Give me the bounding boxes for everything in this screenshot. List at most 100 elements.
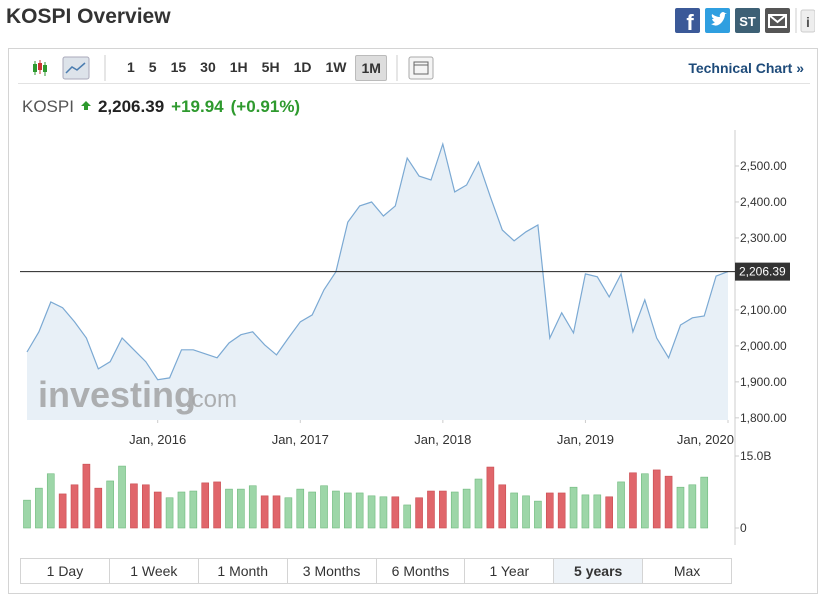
facebook-letter: f (686, 10, 694, 35)
volume-bar (308, 491, 316, 529)
candles-icon[interactable] (33, 60, 47, 76)
quote-name: KOSPI (22, 97, 74, 116)
volume-bar (510, 492, 518, 529)
layout-icon-inner (413, 61, 429, 75)
volume-bar (617, 481, 625, 529)
volume-bar (629, 472, 637, 529)
layout-icon-wrap (396, 55, 434, 81)
x-tick-label: Jan, 2020 (677, 432, 734, 447)
volume-bar (248, 485, 257, 529)
interval-button[interactable]: 15 (170, 59, 187, 75)
volume-bar (664, 475, 673, 529)
volume-bar (391, 496, 400, 529)
interval-button[interactable]: 1H (229, 59, 248, 75)
toolbar: 1 5 15 30 1H 5H 1D 1W 1M Technical Chart » (18, 53, 810, 84)
volume-bar (403, 504, 412, 529)
interval-button[interactable]: 1M (355, 55, 387, 81)
volume-bar (165, 497, 174, 529)
last-price-label: 2,206.39 (739, 265, 786, 279)
quote-change-pct: (+0.91%) (230, 97, 301, 116)
interval-button[interactable]: 1D (293, 59, 312, 75)
volume-bar (605, 496, 613, 529)
range-button[interactable]: 1 Year (465, 559, 555, 583)
y-tick-label: 2,500.00 (740, 159, 787, 173)
volume-bar (343, 492, 352, 529)
range-button[interactable]: 1 Month (199, 559, 288, 583)
quote-price: 2,206.39 (97, 97, 165, 116)
volume-bar (450, 491, 459, 529)
volume-bar (427, 490, 435, 529)
volume-bar (355, 492, 364, 529)
volume-tick-label: 15.0B (740, 449, 771, 463)
y-tick-label: 2,400.00 (740, 195, 787, 209)
volume-bar (700, 476, 709, 529)
price-line (26, 141, 729, 381)
interval-button[interactable]: 5H (261, 59, 280, 75)
volume-bar (106, 480, 114, 529)
volume-bar (189, 490, 198, 529)
volume-bar (94, 487, 103, 529)
page-title: KOSPI Overview (6, 5, 171, 28)
y-tick-label: 2,000.00 (740, 339, 787, 353)
volume-bar (474, 478, 483, 529)
volume-bar (557, 492, 566, 529)
stocktwits-letters: ST (739, 14, 756, 29)
volume-bar (534, 500, 542, 529)
range-button[interactable]: 1 Week (110, 559, 199, 583)
volume-bar (296, 488, 305, 529)
y-tick-label: 2,100.00 (740, 303, 787, 317)
x-tick-label: Jan, 2017 (272, 432, 329, 447)
volume-bar (225, 488, 233, 529)
volume-bar (486, 466, 495, 529)
volume-tick-label: 0 (740, 521, 747, 535)
interval-button[interactable]: 1W (325, 59, 347, 75)
volume-bar (498, 484, 507, 529)
info-icon[interactable] (800, 9, 815, 33)
volume-bar (46, 473, 55, 529)
facebook-icon[interactable] (675, 8, 700, 33)
interval-button[interactable]: 1 (127, 59, 135, 75)
watermark-suffix: .com (185, 386, 237, 413)
volume-bar (545, 492, 554, 529)
volume-bar (379, 496, 388, 529)
volume-bar (367, 495, 376, 529)
email-flap (768, 14, 787, 24)
y-tick-label: 1,900.00 (740, 375, 787, 389)
watermark: investing (38, 374, 196, 415)
x-tick-label: Jan, 2019 (557, 432, 614, 447)
volume-bar (153, 491, 162, 529)
interval-buttons: 1 5 15 30 1H 5H 1D 1W 1M (120, 55, 389, 81)
area-icon[interactable] (62, 56, 90, 80)
quote-line: KOSPI 2,206.39 +19.94 (+0.91%) (22, 97, 300, 117)
volume-bar (23, 499, 31, 529)
area-fill (27, 144, 728, 420)
stocktwits-icon[interactable] (735, 8, 760, 33)
volume-bar (177, 491, 186, 529)
area-icon-line (65, 62, 86, 74)
range-button[interactable]: 1 Day (21, 559, 110, 583)
volume-bar (35, 487, 43, 529)
volume-bar (82, 463, 91, 529)
x-tick-label: Jan, 2018 (414, 432, 471, 447)
interval-button[interactable]: 5 (148, 59, 157, 75)
interval-button[interactable]: 30 (200, 59, 216, 75)
range-buttons: 1 Day 1 Week 1 Month 3 Months 6 Months 1 Year… (20, 558, 732, 584)
chart-panel (8, 48, 818, 594)
volume-bar (688, 484, 697, 529)
volume-bar (142, 484, 150, 529)
volume-bar (332, 490, 340, 529)
technical-chart-link[interactable]: Technical Chart » (688, 60, 804, 76)
range-button[interactable]: 6 Months (377, 559, 466, 583)
volume-bar (581, 494, 590, 529)
volume-bar (593, 494, 602, 529)
range-button[interactable]: 3 Months (288, 559, 377, 583)
volume-bar (439, 490, 447, 529)
volume-bar (284, 497, 293, 529)
range-button[interactable]: Max (673, 563, 701, 579)
volume-bar (201, 482, 210, 529)
range-button[interactable]: 5 years (554, 559, 644, 583)
x-tick-label: Jan, 2016 (129, 432, 186, 447)
volume-bar (260, 495, 269, 529)
